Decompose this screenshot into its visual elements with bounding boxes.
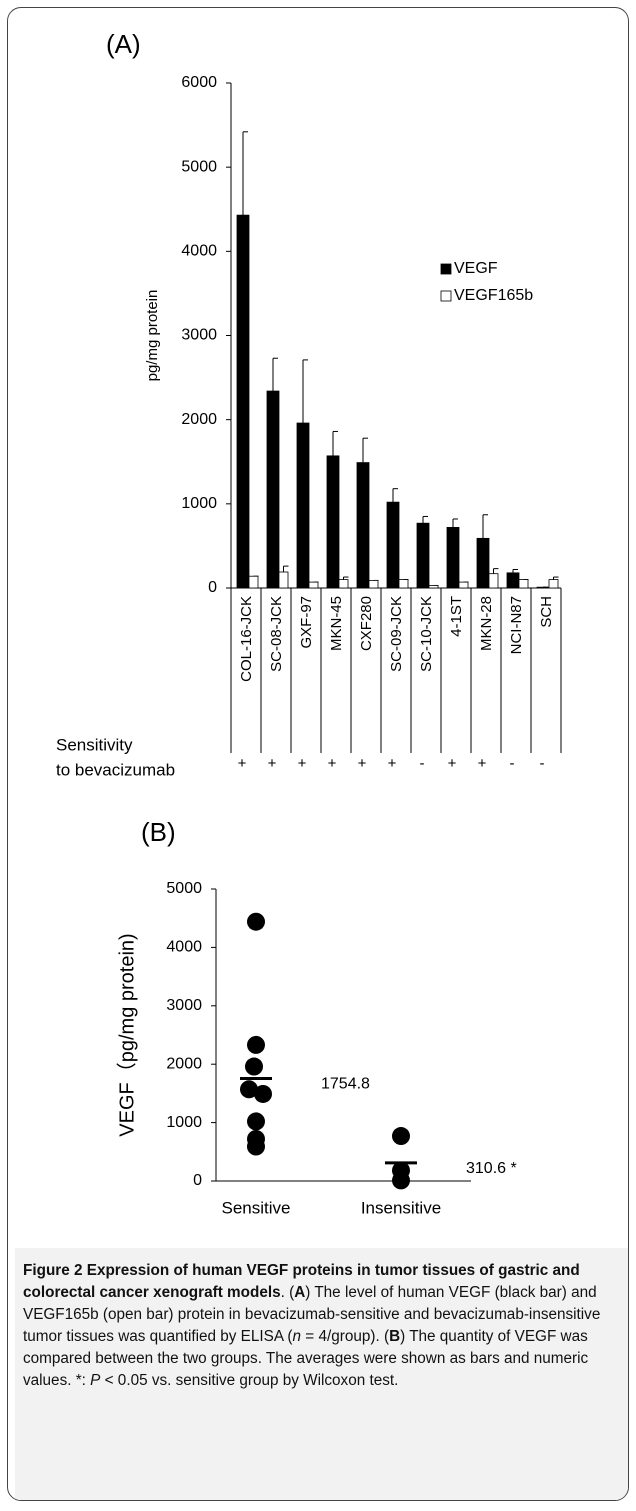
y-tick-label: 2000 — [166, 1055, 202, 1072]
bar — [308, 581, 319, 589]
x-tick-label: SC-09-JCK — [388, 596, 405, 672]
caption-text: < 0.05 vs. sensitive group by Wilcoxon t… — [100, 1372, 399, 1389]
mean-label: 310.6 * — [466, 1160, 517, 1177]
y-tick-label: 1000 — [166, 1114, 202, 1131]
caption: Figure 2 Expression of human VEGF protei… — [15, 1248, 628, 1500]
data-point — [247, 1112, 265, 1131]
sensitivity-mark: - — [540, 755, 545, 772]
caption-title: Figure 2 Expression of human VEGF protei… — [23, 1262, 580, 1301]
bar — [458, 581, 469, 589]
bar — [338, 579, 349, 589]
y-tick-label: 3000 — [166, 997, 202, 1014]
bar — [296, 422, 310, 589]
y-tick-label: 1000 — [181, 495, 217, 512]
data-point — [392, 1171, 410, 1190]
data-point — [254, 1084, 272, 1103]
bar — [278, 571, 289, 589]
sensitivity-mark: - — [510, 755, 515, 772]
caption-text: ) The level of human VEGF (black bar) an… — [23, 1284, 601, 1345]
sensitivity-mark: - — [420, 755, 425, 772]
bar — [428, 585, 439, 589]
row-label: to bevacizumab — [56, 760, 175, 779]
bar — [518, 579, 529, 589]
bar — [476, 537, 490, 589]
caption-text: n — [292, 1328, 302, 1345]
bar — [248, 575, 259, 589]
caption-text: . ( — [280, 1284, 295, 1301]
sensitivity-mark: + — [478, 755, 487, 772]
bar — [548, 579, 559, 589]
row-label: Sensitivity — [56, 735, 133, 754]
x-tick-label: Sensitive — [222, 1198, 291, 1217]
bar — [368, 580, 379, 589]
x-tick-label: CXF280 — [358, 596, 375, 651]
mean-label: 1754.8 — [321, 1076, 370, 1093]
y-tick-label: 6000 — [181, 74, 217, 91]
y-axis-title: pg/mg protein — [144, 290, 161, 382]
sensitivity-mark: + — [358, 755, 367, 772]
chart-area: (A) pg/mg protein 0 1000 2000 3000 4000 5000 600… — [56, 29, 562, 1217]
figure-frame: (A) pg/mg protein 0 1000 2000 3000 4000 5000 600… — [7, 7, 629, 1501]
caption-text: A — [294, 1284, 306, 1301]
data-point — [247, 912, 265, 931]
caption-text: B — [389, 1328, 401, 1345]
y-tick-label: 2000 — [181, 411, 217, 428]
x-tick-label: MKN-28 — [478, 596, 495, 651]
bar — [536, 586, 550, 589]
x-tick-label: Insensitive — [361, 1198, 441, 1217]
x-tick-label: SCH — [538, 596, 555, 628]
y-tick-label: 0 — [208, 579, 217, 596]
sensitivity-mark: + — [328, 755, 337, 772]
data-point — [392, 1127, 410, 1146]
x-tick-label: SC-10-JCK — [418, 596, 435, 672]
data-point — [247, 1035, 265, 1054]
caption-text: ) The quantity of VEGF was compared betw… — [23, 1328, 589, 1389]
sensitivity-mark: + — [268, 755, 277, 772]
legend-label: VEGF — [454, 260, 498, 277]
bar — [416, 522, 430, 589]
y-tick-label: 0 — [193, 1172, 202, 1189]
y-axis-title: VEGF（pg/mg protein) — [115, 933, 138, 1136]
bar — [386, 501, 400, 589]
bar — [326, 455, 340, 589]
data-point — [240, 1080, 258, 1099]
bar — [506, 572, 520, 589]
bar — [266, 390, 280, 589]
bar — [446, 527, 460, 589]
x-tick-label: NCI-N87 — [508, 596, 525, 654]
x-tick-label: COL-16-JCK — [238, 596, 255, 682]
data-point — [247, 1137, 265, 1156]
sensitivity-mark: + — [448, 755, 457, 772]
y-tick-label: 5000 — [166, 880, 202, 897]
y-tick-label: 3000 — [181, 327, 217, 344]
legend-swatch — [440, 263, 452, 275]
x-tick-label: SC-08-JCK — [268, 596, 285, 672]
y-tick-label: 4000 — [181, 243, 217, 260]
bar — [488, 573, 499, 589]
caption-text: P — [90, 1372, 101, 1389]
y-tick-label: 5000 — [181, 158, 217, 175]
panel-label: (B) — [141, 817, 176, 847]
x-tick-label: 4-1ST — [448, 596, 465, 637]
panel-label: (A) — [106, 29, 141, 59]
legend-swatch — [440, 290, 452, 302]
bar — [236, 214, 250, 589]
sensitivity-mark: + — [388, 755, 397, 772]
caption-text: = 4/group). ( — [301, 1328, 390, 1345]
bar — [356, 462, 370, 589]
data-point — [245, 1057, 263, 1076]
legend-label: VEGF165b — [454, 287, 533, 304]
x-tick-label: GXF-97 — [298, 596, 315, 649]
sensitivity-mark: + — [238, 755, 247, 772]
sensitivity-mark: + — [298, 755, 307, 772]
x-tick-label: MKN-45 — [328, 596, 345, 651]
y-tick-label: 4000 — [166, 939, 202, 956]
bar — [398, 579, 409, 589]
